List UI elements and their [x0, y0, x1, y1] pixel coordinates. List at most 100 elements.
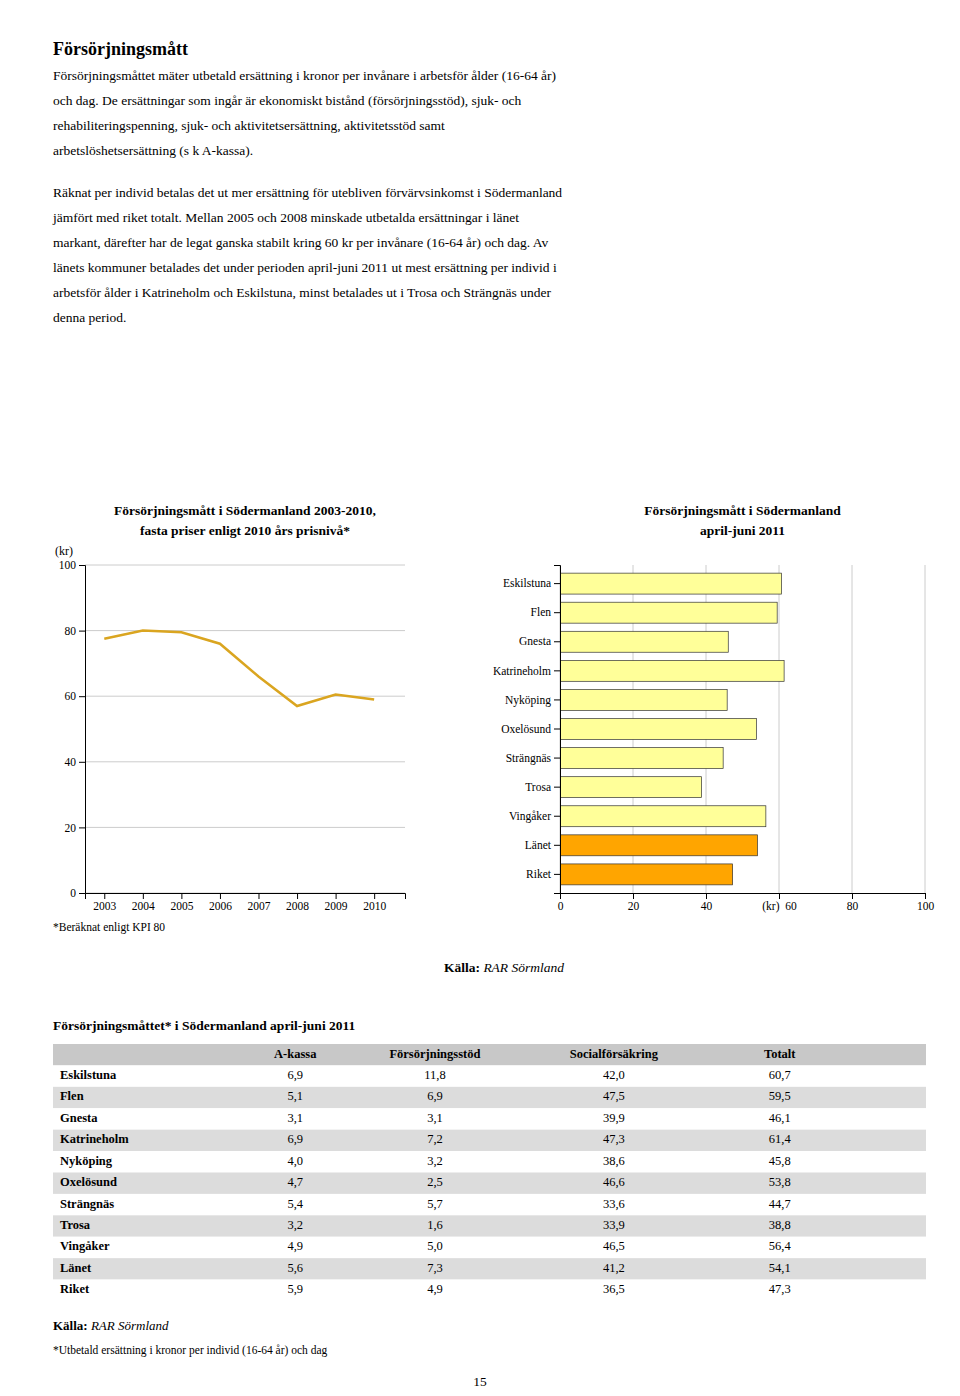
- grid: [85, 565, 405, 893]
- table-cell: 7,2: [427, 1132, 443, 1146]
- tick-label: 2005: [170, 900, 193, 912]
- table-cell: 3,2: [287, 1218, 303, 1232]
- table-row-bg: [53, 1173, 926, 1194]
- table-row-bg: [53, 1065, 926, 1086]
- tick-mark: [706, 893, 707, 899]
- y-axis-tick: Flen: [531, 606, 560, 618]
- paragraph-line: Försörjningsmåttet mäter utbetald ersätt…: [53, 68, 556, 83]
- line-chart: Försörjningsmått i Södermanland 2003-201…: [55, 503, 406, 912]
- y-axis-tick: 20: [65, 822, 86, 834]
- table-cell: 46,1: [769, 1111, 791, 1125]
- tick-label: 2004: [132, 900, 155, 912]
- bar: [560, 777, 702, 798]
- bar: [560, 748, 723, 769]
- grid-line: [925, 565, 926, 893]
- page-number: 15: [473, 1374, 487, 1389]
- tick-label: 100: [917, 900, 935, 912]
- tick-label: Oxelösund: [501, 723, 551, 735]
- tick-label: 60: [65, 690, 77, 702]
- tick-mark: [258, 893, 259, 899]
- tick-label: Nyköping: [505, 694, 551, 707]
- tick-mark: [79, 631, 85, 632]
- tick-label: 0: [70, 887, 76, 899]
- tick-label: Eskilstuna: [503, 577, 551, 589]
- tick-mark: [79, 827, 85, 828]
- x-axis-line: [86, 894, 406, 900]
- table-cell: 3,2: [427, 1154, 443, 1168]
- chart-title: Försörjningsmått i Södermanland 2003-201…: [114, 503, 376, 518]
- x-axis-tick: 0: [558, 893, 564, 912]
- bar: [560, 573, 782, 594]
- bar: [560, 689, 727, 710]
- grid-line: [85, 827, 405, 828]
- grid-line: [779, 565, 780, 893]
- tick-mark: [554, 874, 560, 875]
- x-axis-tick: 2004: [132, 893, 155, 912]
- table-header: A-kassa: [274, 1047, 317, 1061]
- tick-mark: [554, 670, 560, 671]
- tick-label: 100: [59, 559, 77, 571]
- table-row-bg: [53, 1108, 926, 1129]
- table-cell: 6,9: [427, 1089, 443, 1103]
- tick-label: 80: [65, 625, 77, 637]
- table-cell: 4,7: [287, 1175, 303, 1189]
- table-cell: 46,5: [603, 1239, 625, 1253]
- table-cell: 41,2: [603, 1261, 625, 1275]
- tick-mark: [554, 641, 560, 642]
- bar: [560, 660, 784, 681]
- table-cell: 4,0: [287, 1154, 303, 1168]
- table-cell: 60,7: [769, 1068, 791, 1082]
- bar: [560, 631, 728, 652]
- grid: [560, 565, 925, 893]
- tick-mark: [554, 612, 560, 613]
- tick-label: Katrineholm: [493, 665, 551, 677]
- paragraph-line: arbetsför ålder i Katrineholm och Eskils…: [53, 285, 551, 300]
- x-axis-tick: (kr) 60: [762, 893, 797, 913]
- tick-label: 20: [65, 822, 77, 834]
- y-axis-tick: 60: [65, 690, 86, 702]
- grid-line: [85, 761, 405, 762]
- y-axis-tick: Eskilstuna: [503, 577, 560, 589]
- tick-mark: [554, 583, 560, 584]
- footnote: *Utbetald ersättning i kronor per indivi…: [53, 1344, 328, 1357]
- table-row-bg: [53, 1151, 926, 1172]
- tick-label: Flen: [531, 606, 552, 618]
- x-axis-tick: 2005: [170, 893, 193, 912]
- table-cell: 5,0: [427, 1239, 443, 1253]
- tick-label: 2007: [247, 900, 270, 912]
- table-row-label: Flen: [60, 1089, 84, 1103]
- chart-subtitle: april-juni 2011: [700, 523, 785, 538]
- tick-label: 0: [558, 900, 564, 912]
- tick-mark: [79, 762, 85, 763]
- table-cell: 53,8: [769, 1175, 791, 1189]
- y-axis-tick: Vingåker: [509, 810, 560, 823]
- tick-label: 2009: [325, 900, 348, 912]
- tick-mark: [79, 565, 85, 566]
- grid-line: [852, 565, 853, 893]
- table-row-label: Oxelösund: [60, 1175, 117, 1189]
- x-axis-tick: 40: [701, 893, 713, 912]
- x-axis-tick: 80: [847, 893, 859, 912]
- table-cell: 6,9: [287, 1132, 303, 1146]
- table-cell: 47,3: [769, 1282, 791, 1296]
- tick-label: 20: [628, 900, 640, 912]
- y-axis-tick: 0: [70, 887, 85, 899]
- tick-label: 2006: [209, 900, 232, 912]
- y-axis-label: (kr): [55, 544, 73, 558]
- table-cell: 33,9: [603, 1218, 625, 1232]
- table-row-bg: [53, 1258, 926, 1279]
- table-row-label: Strängnäs: [60, 1197, 114, 1211]
- tick-mark: [633, 893, 634, 899]
- y-axis-tick: 80: [65, 625, 86, 637]
- tick-mark: [181, 893, 182, 899]
- tick-label: 80: [847, 900, 859, 912]
- tick-mark: [554, 845, 560, 846]
- tick-label: Trosa: [525, 781, 551, 793]
- tick-mark: [79, 893, 85, 894]
- table-row-bg: [53, 1215, 926, 1236]
- y-axis-tick: Gnesta: [519, 635, 560, 647]
- y-axis-tick: Trosa: [525, 781, 560, 793]
- tick-mark: [79, 696, 85, 697]
- y-axis-line: [79, 566, 86, 894]
- x-axis-line: [561, 894, 926, 900]
